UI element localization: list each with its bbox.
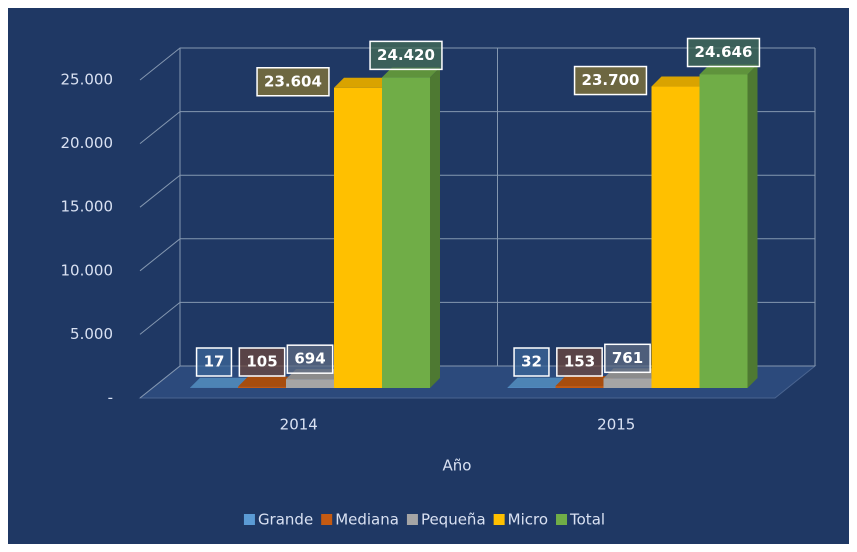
data-label: 153: [564, 353, 595, 371]
data-label-backing: [687, 38, 760, 67]
grid-line: [139, 238, 815, 272]
grid-line: [139, 301, 815, 335]
legend-label: Mediana: [335, 511, 399, 529]
data-label-backing: [370, 41, 442, 70]
grid-line: [139, 111, 815, 144]
y-tick-label: -: [108, 389, 113, 407]
bar-top: [555, 376, 614, 387]
data-label: 24.420: [377, 46, 435, 64]
data-label-box: [573, 65, 648, 96]
data-label: 694: [294, 350, 325, 368]
legend-swatch: [243, 514, 255, 525]
data-label-backing: [287, 345, 333, 374]
y-tick-label: 10.000: [61, 261, 114, 279]
y-tick-label: 25.000: [61, 71, 114, 89]
legend-label: Total: [569, 511, 605, 529]
bar: [699, 74, 748, 389]
bar-top: [190, 377, 248, 388]
data-label-backing: [574, 66, 647, 95]
legend-swatch: [321, 514, 333, 525]
bar-top: [238, 376, 296, 387]
data-label-box: [286, 344, 334, 374]
grid-line: [139, 47, 815, 81]
bar-side: [747, 64, 758, 389]
data-label-box: [369, 40, 443, 71]
data-label: 24.646: [695, 43, 753, 61]
data-label: 761: [612, 349, 643, 367]
data-label: 23.604: [264, 72, 322, 90]
data-label-backing: [239, 348, 285, 376]
legend-swatch: [406, 514, 418, 525]
data-label-backing: [556, 348, 603, 376]
bar: [286, 379, 334, 388]
grid-line: [139, 174, 815, 208]
bar: [555, 386, 604, 388]
bar: [603, 378, 652, 388]
bar: [382, 77, 430, 389]
y-tick-label: 5.000: [70, 325, 113, 343]
bar: [238, 386, 286, 388]
data-label: 23.700: [582, 71, 640, 89]
data-label-box: [256, 67, 330, 97]
x-tick-label: 2015: [597, 416, 635, 434]
grid-line: [139, 365, 815, 399]
data-label-box: [604, 343, 651, 374]
legend-label: Grande: [258, 511, 313, 529]
data-label-backing: [514, 348, 549, 376]
bar-top: [651, 76, 710, 87]
data-label-box: [686, 37, 761, 68]
data-label: 105: [246, 353, 277, 371]
data-label-backing: [196, 348, 232, 376]
data-label-box: [238, 347, 286, 377]
y-tick-label: 20.000: [61, 134, 114, 152]
data-label-backing: [604, 344, 651, 373]
legend-label: Micro: [508, 511, 548, 529]
data-label: 32: [521, 353, 542, 371]
data-label-backing: [257, 67, 329, 96]
data-label: 17: [204, 353, 225, 371]
legend-swatch: [493, 514, 505, 525]
bar-side: [430, 67, 440, 389]
y-tick-label: 15.000: [61, 198, 114, 216]
legend-swatch: [556, 514, 568, 525]
x-tick-label: 2014: [280, 416, 318, 434]
data-label-box: [556, 347, 603, 377]
bar-top: [334, 77, 392, 88]
data-label-box: [513, 347, 550, 377]
data-label-box: [195, 347, 233, 377]
legend-label: Pequeña: [421, 511, 486, 529]
bar: [651, 86, 700, 388]
bar-top: [507, 377, 566, 388]
x-axis-title: Año: [443, 457, 472, 475]
bar: [334, 87, 382, 389]
